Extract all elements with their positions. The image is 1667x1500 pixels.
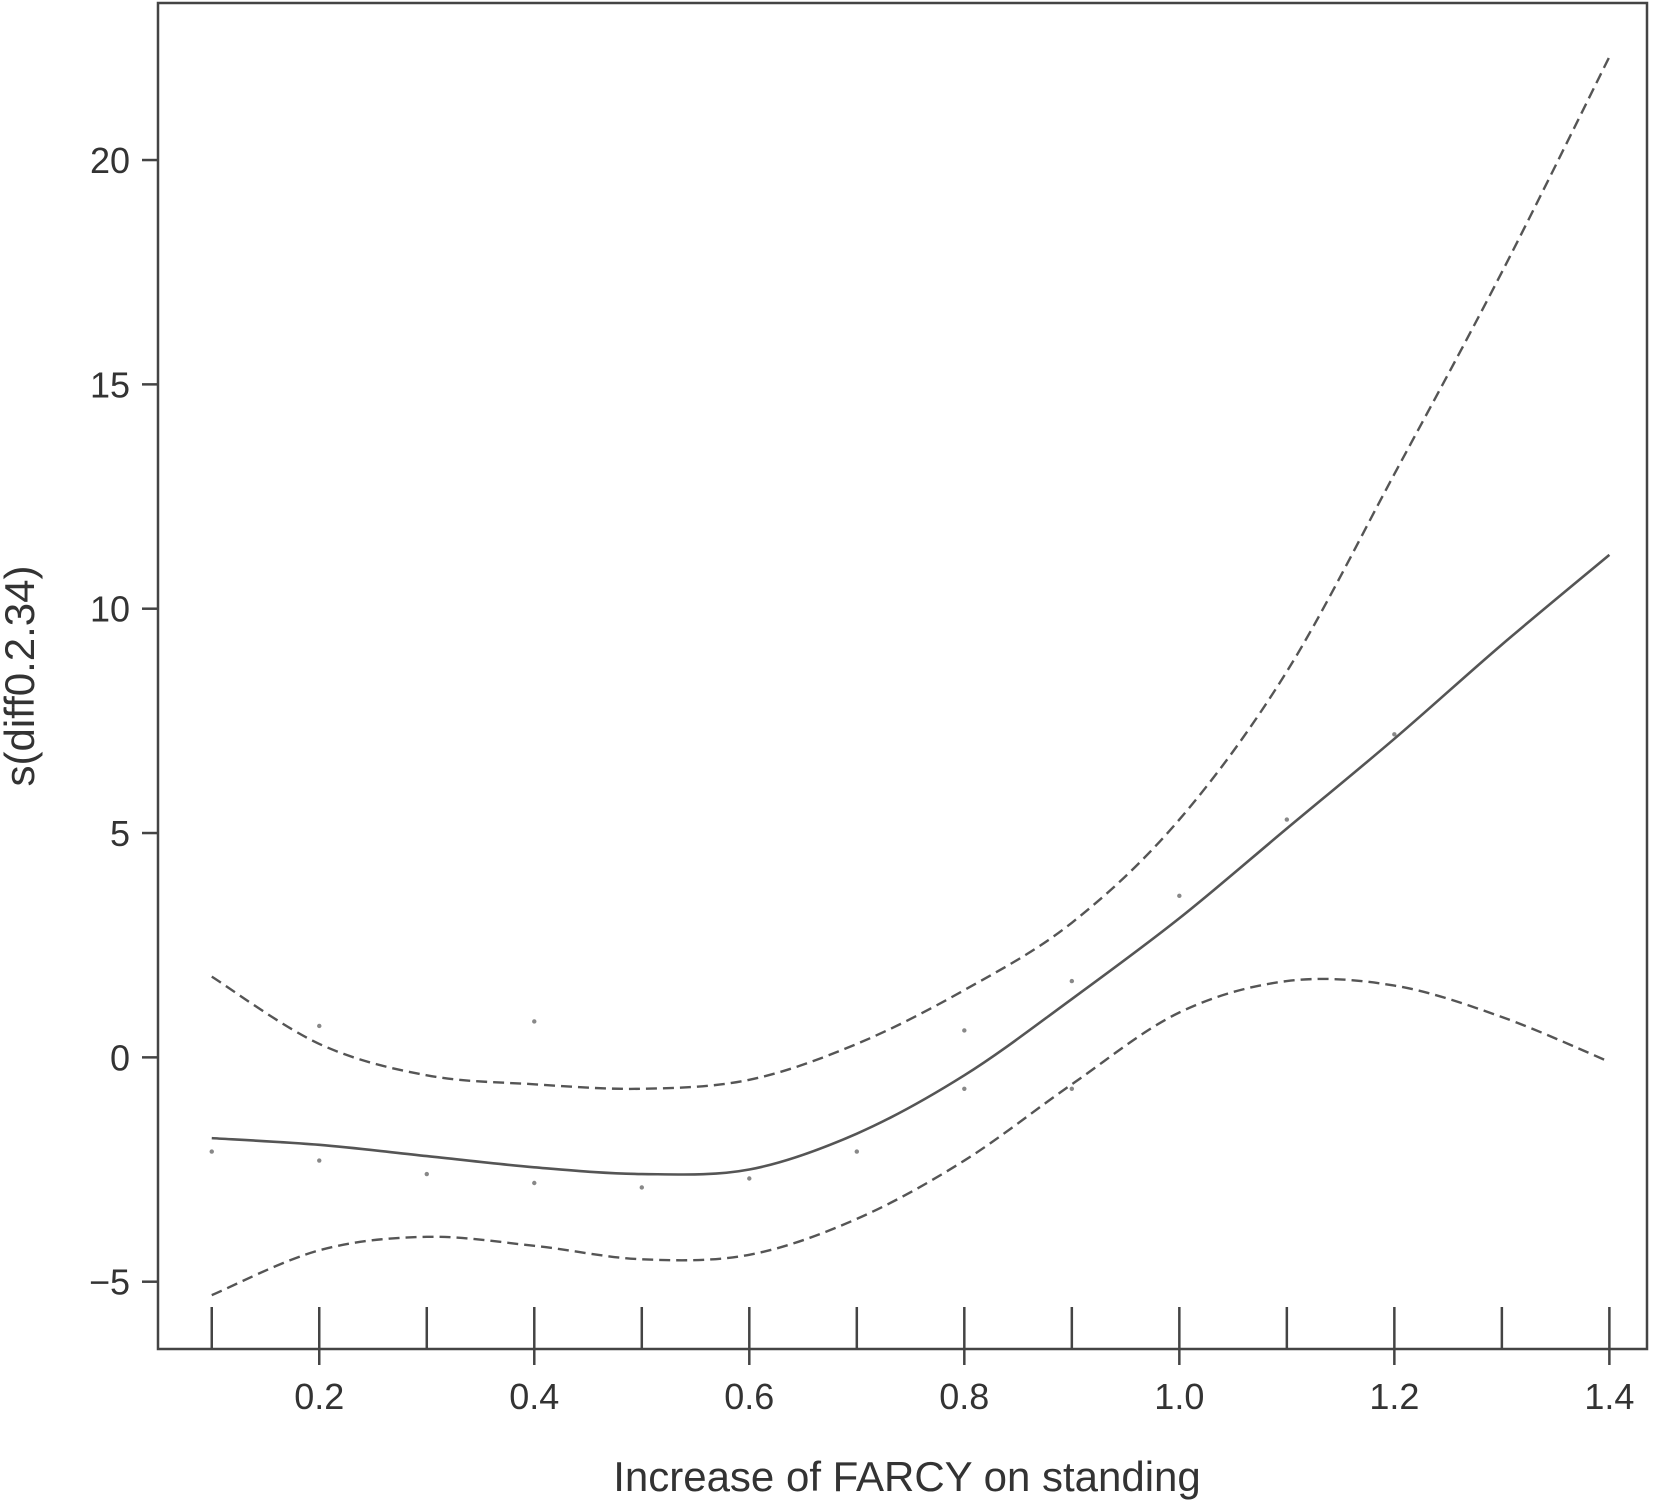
residual-point-7 (747, 1176, 752, 1181)
y-tick-label-4: 15 (90, 364, 130, 405)
residual-point-0 (209, 1149, 214, 1154)
residual-point-8 (854, 1149, 860, 1154)
x-axis: 0.2 0.4 0.6 0.8 1.0 1.2 1.4 (294, 1349, 1634, 1417)
residual-point-5 (532, 1019, 537, 1024)
residual-point-14 (1284, 817, 1290, 822)
residual-point-1 (317, 1158, 322, 1163)
y-axis-title: s(diff0.2.34) (0, 565, 43, 786)
residual-point-6 (639, 1185, 644, 1190)
x-tick-label-1: 0.4 (509, 1376, 559, 1417)
plot-frame (156, 1, 1649, 1351)
residual-points (209, 732, 1397, 1190)
y-tick-label-5: 20 (90, 140, 130, 181)
residual-point-2 (317, 1023, 322, 1029)
y-tick-label-1: 0 (110, 1037, 130, 1078)
residual-point-11 (1069, 978, 1075, 984)
x-tick-label-4: 1.0 (1154, 1376, 1204, 1417)
x-tick-label-2: 0.6 (724, 1376, 774, 1417)
x-tick-label-0: 0.2 (294, 1376, 344, 1417)
x-tick-label-6: 1.4 (1584, 1376, 1634, 1417)
rug-ticks (210, 1307, 1611, 1349)
confidence-band-line-2 (211, 977, 1610, 1297)
series-lines (211, 56, 1611, 1297)
residual-point-10 (962, 1086, 967, 1091)
confidence-band-line-1 (211, 56, 1611, 1091)
residual-point-13 (1177, 893, 1182, 899)
x-tick-label-5: 1.2 (1369, 1376, 1419, 1417)
fitted-smooth-line-0 (211, 553, 1611, 1176)
y-axis: −5 0 5 10 15 20 (89, 140, 158, 1303)
y-tick-label-0: −5 (89, 1262, 130, 1303)
x-axis-title: Increase of FARCY on standing (613, 1453, 1201, 1500)
y-tick-label-3: 10 (90, 589, 130, 630)
residual-point-9 (962, 1028, 967, 1033)
residual-point-3 (424, 1171, 429, 1177)
residual-point-4 (532, 1180, 537, 1186)
y-tick-label-2: 5 (110, 813, 130, 854)
residual-point-15 (1392, 732, 1397, 737)
residual-point-12 (1069, 1086, 1075, 1091)
x-tick-label-3: 0.8 (939, 1376, 989, 1417)
